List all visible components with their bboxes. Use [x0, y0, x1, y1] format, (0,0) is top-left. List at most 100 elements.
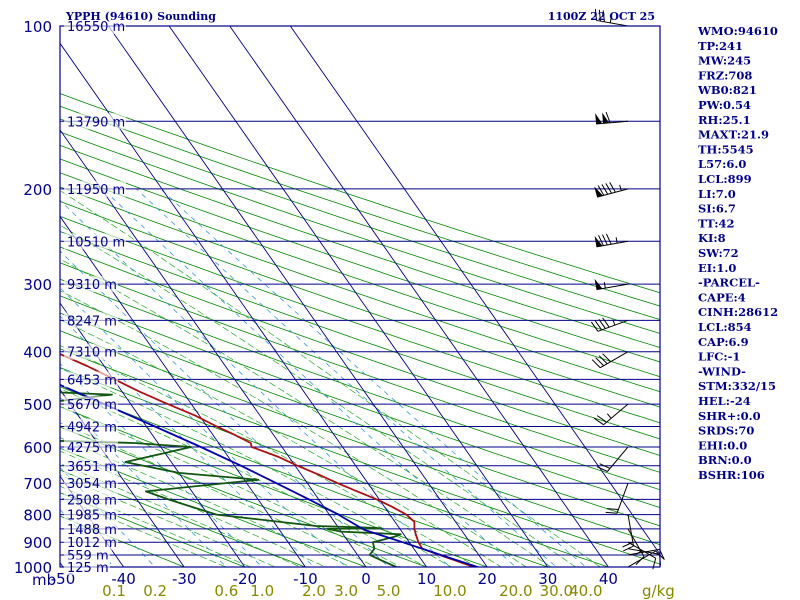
dry-adiabat-line [60, 262, 660, 473]
pressure-unit-label: mb [32, 571, 56, 589]
height-label-bg [64, 475, 118, 492]
wind-barb-staff [596, 240, 629, 248]
temperature-tick-label: 10 [417, 570, 436, 588]
wind-barb-feather [602, 353, 612, 363]
index-value: BSHR:106 [698, 468, 765, 482]
index-value: SHR+:0.0 [698, 409, 761, 423]
wind-barb-feather [591, 359, 601, 369]
height-label-bg [64, 559, 110, 575]
dry-adiabat-line [60, 386, 550, 567]
index-value: MAXT:21.9 [698, 128, 769, 142]
wind-barb-feather [605, 233, 612, 245]
height-label-bg [64, 534, 118, 551]
height-label: 4275 m [67, 441, 117, 456]
pressure-tick-label: 800 [23, 507, 52, 525]
wind-barb-staff [597, 319, 629, 332]
index-value: PW:0.54 [698, 98, 751, 112]
mixing-ratio-tick-label: 3.0 [334, 582, 358, 600]
isotherm-line [168, 26, 549, 567]
mixing-ratio-tick-label: 40.0 [569, 582, 602, 600]
wind-barb-feather [590, 321, 599, 332]
temperature-tick-label: -30 [172, 570, 197, 588]
height-label: 3651 m [67, 460, 117, 475]
wind-barb-feather [594, 320, 603, 331]
plot-border [59, 25, 661, 568]
wind-barb [591, 351, 629, 369]
wind-barb [622, 514, 635, 552]
dry-adiabat-line [60, 93, 660, 294]
wind-barb-feather [602, 317, 610, 328]
wind-barb-feather [598, 318, 606, 329]
temperature-tick-label: 30 [538, 570, 557, 588]
index-value: TT:42 [698, 216, 735, 230]
wind-barb-feather [605, 511, 618, 514]
height-label-bg [64, 18, 126, 34]
sounding-time: 1100Z 22 OCT 25 [548, 10, 655, 23]
wind-barb-staff [596, 120, 629, 125]
height-label-bg [64, 113, 126, 130]
index-value: SI:6.7 [698, 202, 736, 216]
isotherm-line [289, 26, 660, 555]
index-value: TP:241 [698, 39, 743, 53]
dry-adiabat-line [60, 278, 660, 491]
height-label-bg [64, 343, 118, 360]
mixing-ratio-tick-label: 5.0 [377, 582, 401, 600]
wind-barb-feather [601, 184, 609, 195]
mixing-ratio-tick-label: 2.0 [302, 582, 326, 600]
dry-adiabat-line [60, 348, 660, 565]
wind-barb-feather [622, 541, 634, 548]
pressure-tick-label: 1000 [14, 559, 52, 577]
wind-barb-feather [607, 508, 619, 511]
index-value: CINH:28612 [698, 305, 778, 319]
wind-barb-staff [600, 351, 629, 369]
wind-barb [590, 317, 629, 332]
wind-barb-feather [598, 9, 601, 22]
mixing-ratio-tick-label: 30.0 [540, 582, 573, 600]
wind-barb-staff [603, 403, 629, 426]
wind-barb-staff [627, 514, 635, 547]
dry-adiabat-line [60, 105, 660, 307]
wind-barb-staff [627, 548, 660, 556]
temperature-tick-label: -40 [111, 570, 136, 588]
isobars [60, 25, 660, 568]
height-label: 11950 m [67, 183, 125, 198]
temperature-tick-label: -20 [233, 570, 258, 588]
isotherm-line [60, 215, 306, 567]
mixing-ratio-tick-label: 10.0 [433, 582, 466, 600]
isotherm-line [60, 129, 367, 567]
dry-adiabat-line [60, 118, 660, 321]
mixing-ratio-line [60, 315, 315, 567]
mixing-ratio-tick-label: 1.0 [250, 582, 274, 600]
height-label: 2508 m [67, 493, 117, 508]
wind-barb-staff [627, 541, 656, 559]
index-value: LFC:-1 [698, 350, 740, 364]
temperature-tick-label: 20 [478, 570, 497, 588]
index-value: CAPE:4 [698, 290, 746, 304]
wind-barb [594, 233, 629, 248]
index-value: BRN:0.0 [698, 453, 752, 467]
dewpoint-profile-line [60, 391, 402, 567]
index-value: LCL:899 [698, 172, 752, 186]
plot-frame [59, 25, 661, 568]
height-label: 125 m [67, 561, 109, 576]
temperature-tick-label: -10 [293, 570, 318, 588]
wind-barb-feather [652, 558, 657, 570]
wind-barb-half-feather [612, 319, 616, 326]
wind-barb [594, 182, 629, 198]
pressure-tick-label: 300 [23, 276, 52, 294]
height-label-bg [64, 418, 118, 435]
wind-barb-staff [596, 283, 629, 291]
wind-barb [595, 111, 629, 125]
height-label-bg [64, 506, 118, 523]
dry-adiabat-line [60, 131, 660, 334]
wind-barb-staff [596, 188, 629, 198]
pressure-tick-label: 200 [23, 181, 52, 199]
height-label-bg [64, 233, 126, 250]
wind-barb-feather [595, 357, 605, 367]
wind-barb-flag [602, 112, 610, 124]
height-label: 16550 m [67, 20, 125, 35]
dry-adiabats [60, 93, 660, 567]
height-label-bg [64, 180, 126, 197]
index-value: EI:1.0 [698, 261, 736, 275]
